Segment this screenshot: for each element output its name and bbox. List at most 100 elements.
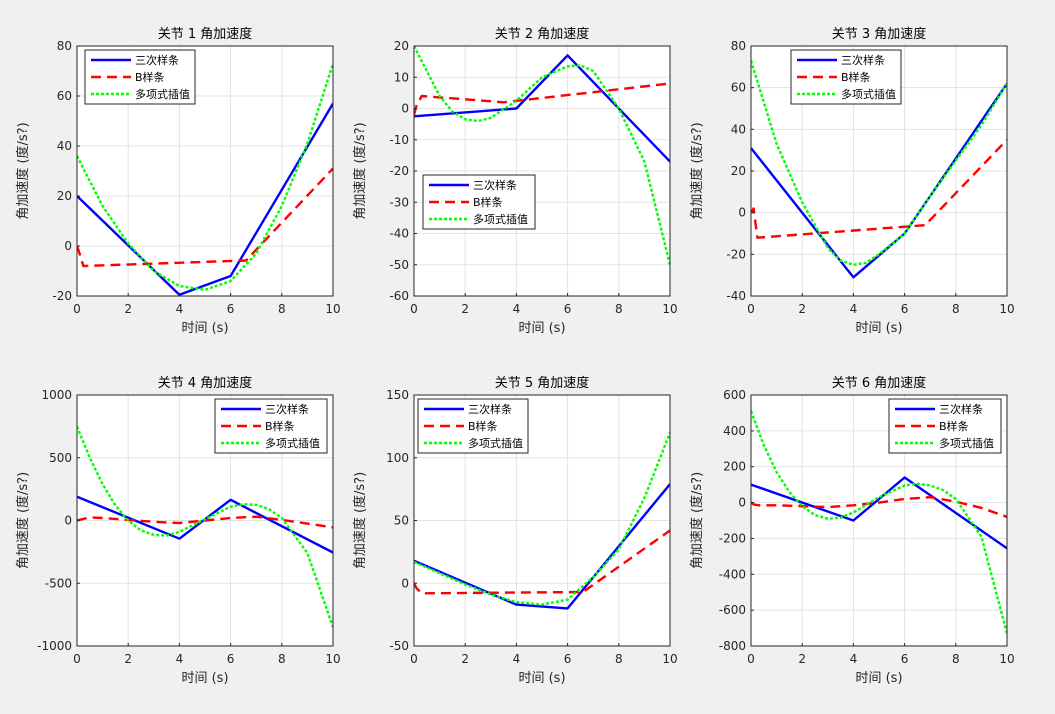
legend-label-2: B样条 — [473, 195, 503, 209]
chart-title: 关节 3 角加速度 — [832, 26, 927, 42]
series-line-2 — [751, 138, 1007, 239]
legend-label-1: 三次样条 — [939, 402, 983, 416]
y-tick-label: 200 — [723, 460, 746, 474]
y-tick-label: 600 — [723, 388, 746, 402]
x-axis-label: 时间 (s) — [518, 671, 565, 686]
x-tick-label: 10 — [662, 652, 677, 666]
y-tick-label: -600 — [719, 603, 746, 617]
series-line-2 — [77, 167, 333, 268]
x-axis-label: 时间 (s) — [518, 321, 565, 336]
y-tick-label: 60 — [731, 81, 746, 95]
series-line-2 — [751, 496, 1007, 519]
y-tick-label: -40 — [726, 289, 746, 303]
x-axis-label: 时间 (s) — [855, 321, 902, 336]
legend-label-1: 三次样条 — [473, 178, 517, 192]
x-tick-label: 10 — [325, 652, 340, 666]
legend-label-1: 三次样条 — [841, 53, 885, 67]
y-tick-label: 20 — [731, 164, 746, 178]
y-tick-label: 0 — [64, 514, 72, 528]
y-tick-label: 0 — [738, 496, 746, 510]
x-tick-label: 0 — [410, 302, 418, 316]
legend-label-3: 多项式插值 — [939, 436, 994, 450]
y-tick-label: -50 — [389, 639, 409, 653]
x-tick-label: 6 — [564, 652, 572, 666]
chart-title: 关节 1 角加速度 — [158, 26, 253, 42]
x-tick-label: 10 — [999, 652, 1014, 666]
y-tick-label: 20 — [394, 39, 409, 53]
y-tick-label: 0 — [738, 206, 746, 220]
y-tick-label: 150 — [386, 388, 409, 402]
x-tick-label: 8 — [952, 652, 960, 666]
y-tick-label: -400 — [719, 567, 746, 581]
y-tick-label: -1000 — [37, 639, 72, 653]
y-axis-label: 角加速度 (度/s?) — [15, 472, 31, 569]
x-tick-label: 10 — [662, 302, 677, 316]
x-axis-label: 时间 (s) — [181, 671, 228, 686]
series-line-2 — [414, 529, 670, 595]
legend-label-1: 三次样条 — [135, 53, 179, 67]
legend-label-3: 多项式插值 — [135, 87, 190, 101]
x-tick-label: 4 — [513, 302, 521, 316]
legend-label-2: B样条 — [468, 419, 498, 433]
x-tick-label: 4 — [176, 652, 184, 666]
series-line-1 — [751, 476, 1007, 550]
series-line-1 — [414, 54, 670, 163]
y-tick-label: -30 — [389, 195, 409, 209]
y-axis-label: 角加速度 (度/s?) — [689, 122, 705, 219]
series-line-3 — [77, 63, 333, 291]
y-axis-label: 角加速度 (度/s?) — [352, 472, 368, 569]
x-tick-label: 2 — [798, 652, 806, 666]
x-tick-label: 2 — [461, 302, 469, 316]
y-tick-label: 80 — [731, 39, 746, 53]
y-tick-label: 500 — [49, 451, 72, 465]
x-tick-label: 4 — [513, 652, 521, 666]
x-tick-label: 8 — [278, 652, 286, 666]
legend-label-3: 多项式插值 — [841, 87, 896, 101]
y-tick-label: -20 — [726, 247, 746, 261]
y-tick-label: -60 — [389, 289, 409, 303]
y-tick-label: -50 — [389, 258, 409, 272]
legend-label-3: 多项式插值 — [265, 436, 320, 450]
series-line-3 — [414, 432, 670, 606]
x-tick-label: 6 — [564, 302, 572, 316]
legend-label-2: B样条 — [265, 419, 295, 433]
chart-title: 关节 2 角加速度 — [495, 26, 590, 42]
x-tick-label: 0 — [73, 302, 81, 316]
legend-label-3: 多项式插值 — [473, 212, 528, 226]
legend-label-1: 三次样条 — [468, 402, 512, 416]
subplot-joint-6: 0 2 4 6 8 10 -800 -600 -400 -200 0 200 400 600 关节 6 角加… — [689, 375, 1015, 686]
x-tick-label: 2 — [124, 302, 132, 316]
x-tick-label: 0 — [747, 302, 755, 316]
y-tick-label: -200 — [719, 531, 746, 545]
x-tick-label: 4 — [850, 302, 858, 316]
series-line-3 — [414, 46, 670, 266]
y-tick-label: 50 — [394, 514, 409, 528]
series-line-3 — [77, 425, 333, 628]
chart-title: 关节 5 角加速度 — [495, 375, 590, 391]
y-tick-label: -40 — [389, 227, 409, 241]
x-axis-label: 时间 (s) — [181, 321, 228, 336]
legend-label-3: 多项式插值 — [468, 436, 523, 450]
y-tick-label: 40 — [57, 139, 72, 153]
x-tick-label: 8 — [278, 302, 286, 316]
series-line-2 — [77, 515, 333, 529]
x-tick-label: 0 — [747, 652, 755, 666]
x-tick-label: 0 — [73, 652, 81, 666]
x-tick-label: 8 — [615, 652, 623, 666]
legend-label-2: B样条 — [135, 70, 165, 84]
y-tick-label: 10 — [394, 70, 409, 84]
y-tick-label: -500 — [45, 576, 72, 590]
y-tick-label: 400 — [723, 424, 746, 438]
y-tick-label: 60 — [57, 89, 72, 103]
y-tick-label: -800 — [719, 639, 746, 653]
y-tick-label: 100 — [386, 451, 409, 465]
